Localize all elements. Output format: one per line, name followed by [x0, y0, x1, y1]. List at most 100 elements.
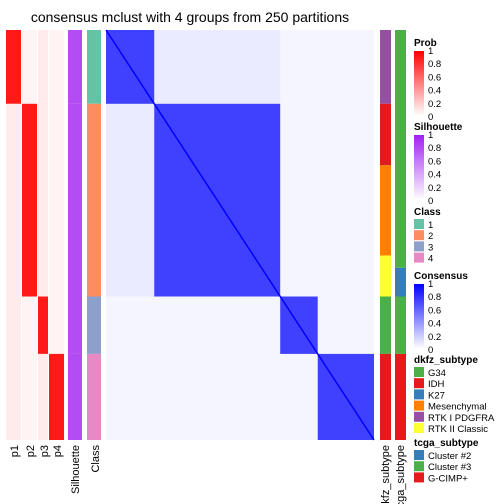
legend-3-item-1: 1	[428, 220, 433, 231]
dkfz-subtype-segment-6	[380, 353, 391, 440]
consensus-cell-3-4	[317, 296, 374, 354]
class-block-3	[87, 296, 101, 354]
legend-1-tick-3: 0.6	[428, 72, 441, 83]
legend-2-tick-3: 0.6	[428, 156, 441, 167]
legend-6-item-1: Cluster #2	[428, 451, 471, 462]
chart-title: consensus mclust with 4 groups from 250 …	[30, 9, 350, 25]
consensus-cell-4-1	[106, 353, 155, 440]
silhouette-block-3	[68, 296, 82, 354]
prob-column-4-block-1	[49, 30, 64, 104]
left-annotation-label-1: p1	[9, 445, 21, 457]
legend-colorbar-4	[414, 284, 424, 349]
consensus-cell-3-1	[106, 296, 155, 354]
consensus-cell-2-1	[106, 103, 155, 297]
legend-4-tick-6: 0	[428, 345, 433, 356]
prob-column-4-block-3	[49, 296, 64, 354]
legend-3-swatch-4	[414, 252, 424, 263]
legend-title-3: Class	[414, 207, 441, 218]
dkfz-subtype-segment-3	[380, 165, 391, 256]
legend-1-tick-4: 0.4	[428, 86, 441, 97]
legend-5-item-2: IDH	[428, 379, 445, 390]
consensus-diagonal	[105, 29, 375, 441]
legend-3-swatch-3	[414, 241, 424, 252]
dkfz-subtype-segment-4	[380, 255, 391, 297]
silhouette-block-1	[68, 30, 82, 104]
consensus-cell-1-4	[317, 30, 374, 104]
legend-title-5: dkfz_subtype	[414, 355, 478, 366]
legend-4-tick-1: 1	[428, 279, 433, 290]
legend-5-swatch-2	[414, 378, 424, 389]
legend-5-swatch-5	[414, 411, 424, 422]
legend-title-4: Consensus	[414, 271, 468, 282]
prob-column-1-block-2	[6, 103, 21, 297]
legend-5-swatch-1	[414, 367, 424, 377]
right-annotation-label-1: dkfz_subtype	[380, 445, 392, 504]
legend-4-tick-3: 0.6	[428, 305, 441, 316]
left-annotation-label-6: Class	[90, 445, 102, 473]
legend-4-tick-2: 0.8	[428, 292, 441, 303]
dkfz-subtype-segment-5	[380, 296, 391, 354]
class-block-2	[87, 103, 101, 297]
consensus-cell-1-2	[154, 30, 281, 104]
prob-column-3-block-2	[38, 103, 48, 297]
legend-1-tick-1: 1	[428, 46, 433, 57]
class-block-1	[87, 30, 101, 104]
legend-3-swatch-1	[414, 219, 424, 229]
silhouette-block-2	[68, 103, 82, 297]
legend-6-swatch-3	[414, 472, 424, 483]
legend-4-tick-4: 0.4	[428, 319, 441, 330]
tcga-subtype-segment-2	[395, 267, 406, 297]
consensus-cell-4-3	[280, 353, 318, 440]
consensus-cell-1-3	[280, 30, 318, 104]
legend-5-item-4: Mesenchymal	[428, 402, 487, 413]
prob-column-3-block-1	[38, 30, 48, 104]
consensus-cell-3-2	[154, 296, 281, 354]
legend-5-item-5: RTK I PDGFRA	[428, 413, 495, 424]
prob-column-4-block-2	[49, 103, 64, 297]
consensus-cell-2-3	[280, 103, 318, 297]
legend-1-tick-6: 0	[428, 112, 433, 123]
tcga-subtype-segment-4	[395, 353, 406, 440]
legend-2-tick-4: 0.4	[428, 170, 441, 181]
prob-column-2-block-1	[22, 30, 37, 104]
right-annotation-label-2: tcga_subtype	[395, 445, 407, 504]
legend-2-tick-1: 1	[428, 130, 433, 141]
left-annotation-label-5: Silhouette	[70, 445, 82, 494]
legend-colorbar-1	[414, 51, 424, 116]
legend-3-item-2: 2	[428, 231, 433, 242]
legend-5-item-6: RTK II Classic	[428, 424, 488, 435]
legend-2-tick-2: 0.8	[428, 143, 441, 154]
left-annotation-label-2: p2	[25, 445, 37, 457]
prob-column-2-block-4	[22, 353, 37, 440]
left-annotation-label-4: p4	[52, 445, 64, 457]
dkfz-subtype-segment-1	[380, 30, 391, 104]
prob-column-4-block-4	[49, 353, 64, 440]
consensus-cell-4-2	[154, 353, 281, 440]
left-annotation-label-3: p3	[39, 445, 51, 457]
prob-column-2-block-3	[22, 296, 37, 354]
legend-1-tick-2: 0.8	[428, 59, 441, 70]
legend-6-swatch-1	[414, 450, 424, 460]
prob-column-1-block-1	[6, 30, 21, 104]
legend-title-1: Prob	[414, 38, 437, 49]
legend-2-tick-5: 0.2	[428, 183, 441, 194]
legend-3-item-3: 3	[428, 242, 433, 253]
legend-5-swatch-6	[414, 423, 424, 433]
consensus-cell-2-4	[317, 103, 374, 297]
legend-2-tick-6: 0	[428, 196, 433, 207]
legend-5-swatch-3	[414, 389, 424, 400]
legend-5-item-3: K27	[428, 390, 445, 401]
legend-5-item-1: G34	[428, 368, 446, 379]
legend-6-item-3: G-CIMP+	[428, 473, 468, 484]
legend-4-tick-5: 0.2	[428, 332, 441, 343]
prob-column-3-block-4	[38, 353, 48, 440]
tcga-subtype-segment-1	[395, 30, 406, 268]
legend-title-6: tcga_subtype	[414, 438, 479, 449]
legend-5-swatch-4	[414, 400, 424, 411]
legend-3-item-4: 4	[428, 254, 433, 265]
prob-column-3-block-3	[38, 296, 48, 354]
legend-3-swatch-2	[414, 230, 424, 241]
class-block-4	[87, 353, 101, 440]
prob-column-1-block-3	[6, 296, 21, 354]
